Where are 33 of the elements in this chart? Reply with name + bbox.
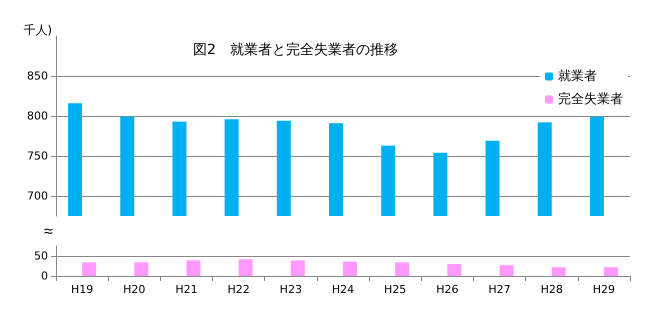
bar — [447, 264, 462, 276]
bar — [343, 262, 357, 276]
y-tick-label: 0 — [41, 270, 48, 282]
bar — [186, 260, 200, 276]
x-tick-label: H21 — [175, 283, 198, 296]
x-tick-label: H19 — [70, 283, 94, 296]
x-tick-label: H24 — [332, 283, 354, 296]
bar — [552, 267, 566, 276]
bar — [290, 260, 305, 276]
legend-label: 完全失業者 — [558, 91, 623, 107]
bar — [82, 262, 96, 276]
x-tick-label: H28 — [540, 283, 563, 296]
y-tick-label: 800 — [27, 110, 48, 122]
bar — [500, 265, 514, 276]
legend-label: 就業者 — [558, 69, 597, 84]
y-tick-label: 50 — [34, 250, 48, 262]
y-tick-label: 850 — [27, 70, 48, 82]
x-tick-label: H22 — [227, 283, 250, 296]
x-tick-label: H27 — [488, 283, 511, 296]
bar — [604, 267, 618, 276]
bar — [238, 259, 253, 276]
x-tick-label: H23 — [280, 283, 302, 296]
bar — [395, 262, 410, 276]
x-tick-label: H26 — [436, 283, 459, 296]
y-tick-label: 750 — [27, 150, 48, 162]
bar — [134, 262, 148, 276]
y-axis-title: 千人) — [23, 23, 52, 37]
x-tick-label: H29 — [592, 283, 616, 296]
x-tick-label: H25 — [384, 283, 406, 296]
chart-title: 図2 就業者と完全失業者の推移 — [193, 42, 398, 58]
text: ≈ — [44, 224, 53, 240]
x-tick-label: H20 — [123, 283, 146, 296]
y-tick-label: 700 — [27, 190, 48, 202]
